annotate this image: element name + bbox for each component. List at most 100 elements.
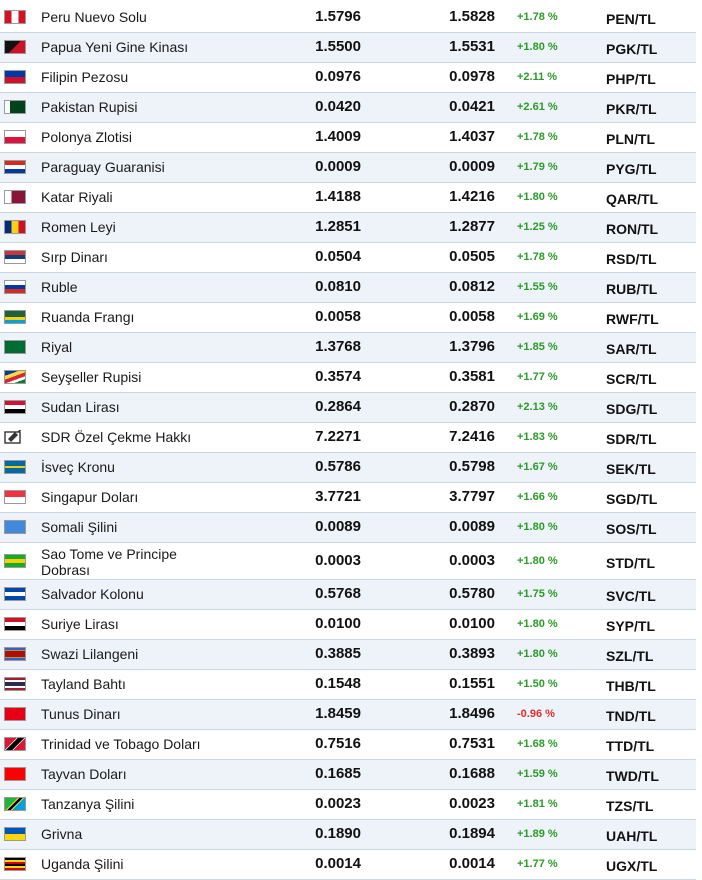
- currency-code: SVC/TL: [606, 588, 656, 604]
- change-percent: -0.96 %: [517, 708, 555, 720]
- currency-name: Tanzanya Şilini: [41, 796, 135, 812]
- buy-rate: 0.0058: [315, 308, 361, 325]
- currency-code: TZS/TL: [606, 798, 654, 814]
- change-percent: +1.50 %: [517, 678, 558, 690]
- currency-code: PHP/TL: [606, 71, 656, 87]
- table-row: Tayvan Doları 0.1685 0.1688 +1.59 % TWD/TL: [0, 760, 696, 790]
- change-percent: +1.77 %: [517, 858, 558, 870]
- currency-code: PKR/TL: [606, 101, 657, 117]
- sell-rate: 0.0505: [449, 248, 495, 265]
- change-percent: +1.59 %: [517, 768, 558, 780]
- buy-rate: 0.1890: [315, 825, 361, 842]
- currency-code: UGX/TL: [606, 858, 658, 874]
- sell-rate: 0.0003: [449, 552, 495, 569]
- table-row: Suriye Lirası 0.0100 0.0100 +1.80 % SYP/TL: [0, 610, 696, 640]
- syria-flag: [4, 617, 26, 631]
- thailand-flag: [4, 677, 26, 691]
- buy-rate: 0.0003: [315, 552, 361, 569]
- currency-code: RSD/TL: [606, 251, 657, 267]
- table-row: Paraguay Guaranisi 0.0009 0.0009 +1.79 % PYG…: [0, 153, 696, 183]
- currency-name: Swazi Lilangeni: [41, 646, 139, 662]
- buy-rate: 0.3574: [315, 368, 361, 385]
- table-row: İsveç Kronu 0.5786 0.5798 +1.67 % SEK/TL: [0, 453, 696, 483]
- sweden-flag: [4, 460, 26, 474]
- currency-code: PYG/TL: [606, 161, 657, 177]
- tanzania-flag: [4, 797, 26, 811]
- table-row: Filipin Pezosu 0.0976 0.0978 +2.11 % PHP/TL: [0, 63, 696, 93]
- sell-rate: 1.3796: [449, 338, 495, 355]
- buy-rate: 0.0023: [315, 795, 361, 812]
- change-percent: +1.81 %: [517, 798, 558, 810]
- sell-rate: 0.0421: [449, 98, 495, 115]
- buy-rate: 1.2851: [315, 218, 361, 235]
- table-row: Riyal 1.3768 1.3796 +1.85 % SAR/TL: [0, 333, 696, 363]
- currency-code: QAR/TL: [606, 191, 659, 207]
- currency-code: SYP/TL: [606, 618, 656, 634]
- currency-code: UAH/TL: [606, 828, 658, 844]
- change-percent: +1.78 %: [517, 131, 558, 143]
- change-percent: +1.83 %: [517, 431, 558, 443]
- sell-rate: 0.1688: [449, 765, 495, 782]
- buy-rate: 3.7721: [315, 488, 361, 505]
- sell-rate: 0.7531: [449, 735, 495, 752]
- tunisia-flag: [4, 707, 26, 721]
- sell-rate: 0.0089: [449, 518, 495, 535]
- change-percent: +1.55 %: [517, 281, 558, 293]
- buy-rate: 7.2271: [315, 428, 361, 445]
- sell-rate: 1.4037: [449, 128, 495, 145]
- currency-name: Grivna: [41, 826, 83, 842]
- el-salvador-flag: [4, 587, 26, 601]
- currency-rates-table: Peru Nuevo Solu 1.5796 1.5828 +1.78 % PEN/TL…: [0, 3, 696, 880]
- eswatini-flag: [4, 647, 26, 661]
- table-row: Romen Leyi 1.2851 1.2877 +1.25 % RON/TL: [0, 213, 696, 243]
- page-edge: [696, 0, 702, 878]
- currency-code: SDR/TL: [606, 431, 657, 447]
- table-row: Tunus Dinarı 1.8459 1.8496 -0.96 % TND/TL: [0, 700, 696, 730]
- currency-name: Katar Riyali: [41, 189, 113, 205]
- russia-flag: [4, 280, 26, 294]
- rwanda-flag: [4, 310, 26, 324]
- currency-code: STD/TL: [606, 555, 655, 571]
- buy-rate: 0.0014: [315, 855, 361, 872]
- somalia-flag: [4, 520, 26, 534]
- table-row: Salvador Kolonu 0.5768 0.5780 +1.75 % SVC/TL: [0, 580, 696, 610]
- currency-name: Suriye Lirası: [41, 616, 119, 632]
- sell-rate: 7.2416: [449, 428, 495, 445]
- change-percent: +1.80 %: [517, 648, 558, 660]
- seychelles-flag: [4, 370, 26, 384]
- currency-name: Sao Tome ve Principe Dobrası: [41, 546, 177, 578]
- sell-rate: 0.0100: [449, 615, 495, 632]
- buy-rate: 0.2864: [315, 398, 361, 415]
- buy-rate: 0.3885: [315, 645, 361, 662]
- change-percent: +2.61 %: [517, 101, 558, 113]
- currency-code: PEN/TL: [606, 11, 656, 27]
- currency-name: SDR Özel Çekme Hakkı: [41, 429, 192, 445]
- trinidad-tobago-flag: [4, 737, 26, 751]
- buy-rate: 0.0420: [315, 98, 361, 115]
- romania-flag: [4, 220, 26, 234]
- change-percent: +1.78 %: [517, 251, 558, 263]
- currency-code: SZL/TL: [606, 648, 654, 664]
- currency-name: Sırp Dinarı: [41, 249, 108, 265]
- change-percent: +1.79 %: [517, 161, 558, 173]
- currency-code: SCR/TL: [606, 371, 657, 387]
- change-percent: +1.75 %: [517, 588, 558, 600]
- sell-rate: 1.8496: [449, 705, 495, 722]
- change-percent: +1.67 %: [517, 461, 558, 473]
- table-row: Somali Şilini 0.0089 0.0089 +1.80 % SOS/TL: [0, 513, 696, 543]
- buy-rate: 0.5768: [315, 585, 361, 602]
- currency-code: TTD/TL: [606, 738, 655, 754]
- table-row: Trinidad ve Tobago Doları 0.7516 0.7531 +1.…: [0, 730, 696, 760]
- currency-code: RUB/TL: [606, 281, 658, 297]
- peru-flag: [4, 10, 26, 24]
- philippines-flag: [4, 70, 26, 84]
- change-percent: +2.11 %: [517, 71, 558, 83]
- buy-rate: 0.0504: [315, 248, 361, 265]
- table-row: Sırp Dinarı 0.0504 0.0505 +1.78 % RSD/TL: [0, 243, 696, 273]
- sell-rate: 1.2877: [449, 218, 495, 235]
- currency-name: Singapur Doları: [41, 489, 139, 505]
- currency-name: Papua Yeni Gine Kinası: [41, 39, 189, 55]
- buy-rate: 0.7516: [315, 735, 361, 752]
- uganda-flag: [4, 857, 26, 871]
- table-row: Katar Riyali 1.4188 1.4216 +1.80 % QAR/TL: [0, 183, 696, 213]
